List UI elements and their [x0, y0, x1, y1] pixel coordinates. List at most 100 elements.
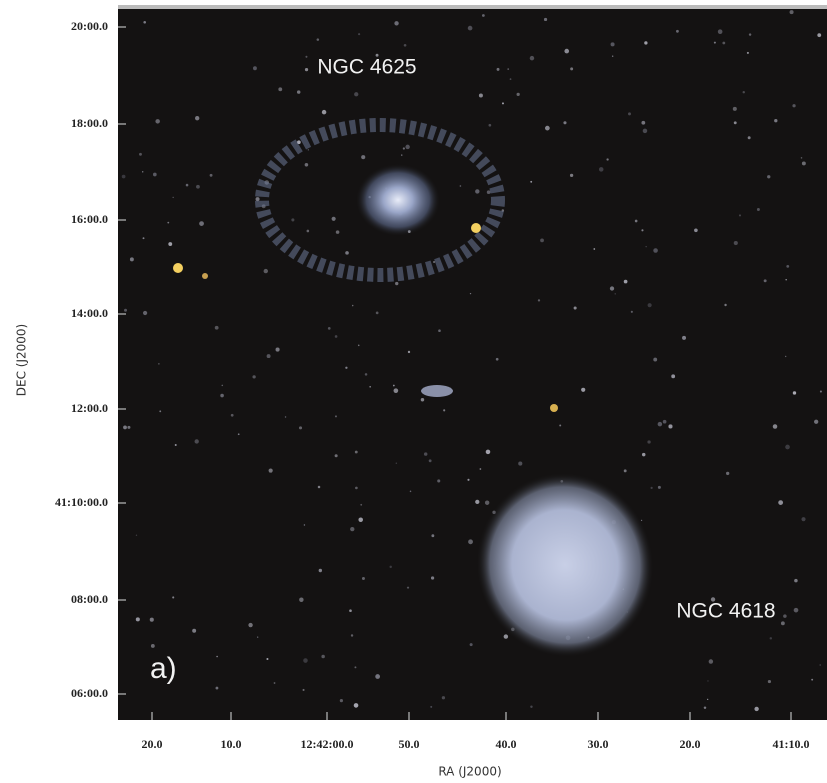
star	[396, 463, 397, 464]
star	[267, 354, 271, 358]
star	[530, 706, 532, 708]
star	[651, 487, 653, 489]
star	[610, 286, 614, 290]
star	[790, 10, 794, 14]
star	[785, 356, 786, 357]
x-tick-label: 20.0	[142, 737, 163, 751]
star	[786, 265, 789, 268]
star	[221, 385, 223, 387]
star	[358, 517, 363, 522]
star	[743, 91, 745, 93]
star	[460, 185, 462, 187]
star	[408, 351, 410, 353]
star	[305, 163, 309, 167]
star	[299, 426, 302, 429]
star	[694, 228, 698, 232]
star	[820, 391, 822, 393]
star	[202, 273, 208, 279]
panel-label: a)	[150, 652, 177, 685]
star	[475, 500, 479, 504]
star	[570, 174, 573, 177]
star	[783, 614, 787, 618]
star	[663, 420, 667, 424]
star	[173, 197, 174, 198]
star	[517, 93, 520, 96]
image-border	[118, 5, 827, 9]
star	[332, 217, 336, 221]
star	[739, 214, 741, 216]
star	[430, 706, 432, 708]
star	[718, 29, 723, 34]
star	[410, 491, 412, 493]
star	[215, 326, 219, 330]
star	[421, 398, 424, 401]
star	[794, 608, 799, 613]
star	[704, 706, 706, 708]
star	[345, 367, 347, 369]
star	[266, 658, 268, 660]
star	[355, 487, 358, 490]
star	[123, 425, 127, 429]
y-axis-label: DEC (J2000)	[15, 324, 29, 396]
star	[507, 68, 509, 70]
star	[252, 375, 255, 378]
star	[173, 263, 183, 273]
small-galaxy	[421, 385, 453, 397]
y-axis: 20:00.018:00.016:00.014:00.012:00.041:10…	[55, 19, 126, 700]
star	[431, 576, 434, 579]
star	[335, 415, 337, 417]
star	[335, 335, 338, 338]
star	[470, 643, 473, 646]
star	[530, 181, 532, 183]
star	[153, 173, 157, 177]
star	[785, 445, 790, 450]
star	[726, 472, 729, 475]
x-tick-label: 12:42:00.0	[301, 737, 354, 751]
star	[764, 279, 767, 282]
star	[793, 391, 796, 394]
star	[269, 469, 273, 473]
star	[354, 92, 358, 96]
star	[768, 680, 771, 683]
star	[778, 500, 783, 505]
star	[319, 569, 322, 572]
star	[482, 14, 485, 17]
star	[468, 26, 473, 31]
star	[820, 664, 821, 665]
star	[722, 42, 725, 45]
star	[248, 623, 252, 627]
star	[285, 416, 286, 417]
star	[264, 269, 268, 273]
y-tick-label: 18:00.0	[71, 116, 108, 130]
star	[479, 468, 481, 470]
star	[192, 629, 196, 633]
star	[210, 174, 213, 177]
star	[485, 501, 489, 505]
star	[471, 223, 481, 233]
star	[631, 311, 633, 313]
star	[307, 230, 310, 233]
star	[345, 251, 349, 255]
star	[220, 394, 224, 398]
star	[143, 311, 147, 315]
star	[487, 190, 491, 194]
star	[253, 66, 257, 70]
star	[278, 87, 282, 91]
star	[470, 293, 471, 294]
star	[615, 293, 616, 294]
star	[624, 469, 627, 472]
y-tick-label: 14:00.0	[71, 306, 108, 320]
star	[479, 93, 483, 97]
star	[754, 707, 758, 711]
star	[354, 666, 356, 668]
star	[256, 197, 260, 201]
star	[486, 450, 491, 455]
star	[395, 282, 398, 285]
star	[401, 154, 402, 155]
star	[358, 345, 360, 347]
y-tick-label: 08:00.0	[71, 592, 108, 606]
star	[139, 153, 142, 156]
star	[653, 248, 658, 253]
star	[550, 404, 558, 412]
star	[328, 327, 331, 330]
